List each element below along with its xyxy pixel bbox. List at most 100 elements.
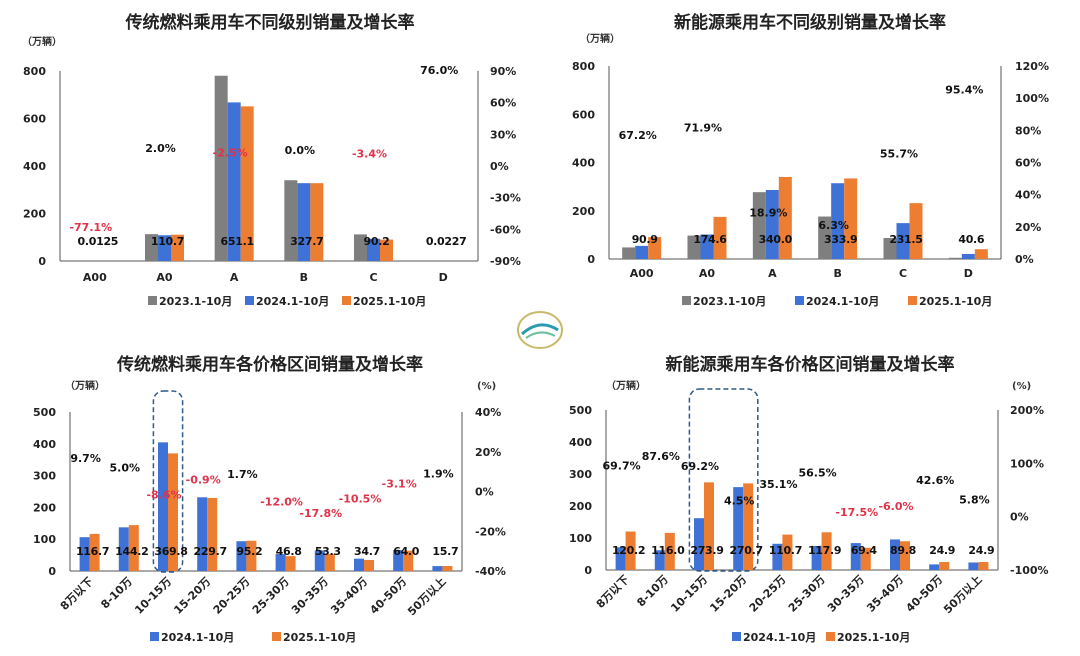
bar	[367, 238, 380, 261]
x-tick-label: 40-50万	[367, 575, 409, 617]
legend-swatch	[150, 632, 159, 641]
growth-label: 95.4%	[945, 84, 983, 97]
legend-item[interactable]: 2023.1-10月	[148, 295, 232, 308]
chart-2: 新能源乘用车不同级别销量及增长率 （万辆） 0 200 400 600 800 0% 20% 40…	[572, 12, 1049, 308]
growth-label: 87.6%	[642, 450, 680, 463]
y2-tick-label: -90%	[490, 255, 521, 268]
data-label: 110.7	[151, 235, 184, 248]
bar	[236, 541, 247, 571]
legend-label: 2023.1-10月	[693, 295, 766, 308]
y-tick-label: 500	[569, 404, 592, 417]
x-tick-label: A	[230, 271, 239, 284]
legend-item[interactable]: 2024.1-10月	[795, 295, 879, 308]
legend-item[interactable]: 2025.1-10月	[826, 631, 910, 644]
chart-1: 传统燃料乘用车不同级别销量及增长率 （万辆） 0 200 400 600 800 -90% -6…	[22, 12, 521, 308]
legend-swatch	[732, 632, 741, 641]
x-tick-label: A0	[699, 267, 716, 280]
y2-tick-label: 40%	[1015, 189, 1041, 202]
y-tick-label: 400	[572, 157, 595, 170]
data-label: 90.2	[364, 235, 390, 248]
bar	[978, 562, 989, 570]
y-tick-label: 200	[23, 208, 46, 221]
chart-title: 新能源乘用车不同级别销量及增长率	[674, 12, 946, 33]
legend-item[interactable]: 2024.1-10月	[732, 631, 816, 644]
legend-item[interactable]: 2025.1-10月	[908, 295, 992, 308]
x-tick-label: 10-15万	[132, 575, 174, 617]
legend-swatch	[342, 296, 351, 305]
x-tick-label: 20-25万	[747, 573, 789, 615]
x-tick-label: 25-30万	[250, 575, 292, 617]
bar	[168, 453, 178, 571]
growth-label: 71.9%	[684, 121, 722, 134]
y2-tick-label: -30%	[490, 192, 521, 205]
bar	[687, 235, 701, 259]
bar	[883, 238, 897, 259]
x-tick-label: A0	[156, 271, 173, 284]
data-label: 333.9	[824, 233, 857, 246]
y-tick-label: 100	[569, 532, 592, 545]
data-label: 53.3	[315, 545, 341, 558]
data-label: 231.5	[889, 233, 922, 246]
legend-label: 2024.1-10月	[161, 631, 234, 644]
growth-label: -2.5%	[213, 147, 248, 160]
bar	[314, 550, 325, 571]
growth-label: -6.0%	[878, 500, 913, 513]
x-tick-label: B	[300, 271, 308, 284]
data-label: 40.6	[958, 233, 985, 246]
data-label: 69.4	[851, 544, 878, 557]
bar	[240, 106, 254, 262]
growth-label: 4.5%	[724, 494, 755, 507]
bar	[713, 216, 727, 259]
legend-item[interactable]: 2024.1-10月	[245, 295, 329, 308]
data-label: 327.7	[290, 235, 323, 248]
bar	[403, 550, 414, 571]
bar	[654, 550, 665, 570]
data-label: 270.7	[730, 544, 763, 557]
bar	[246, 540, 257, 571]
y-tick-label: 0	[38, 255, 46, 268]
growth-label: 76.0%	[420, 64, 458, 77]
y-tick-label: 200	[33, 501, 56, 514]
data-label: 95.2	[236, 545, 262, 558]
growth-label: 6.3%	[818, 219, 849, 232]
y2-tick-label: 0%	[1015, 253, 1034, 266]
x-tick-label: B	[833, 267, 841, 280]
bar	[432, 566, 443, 571]
bar	[324, 554, 335, 571]
x-tick-label: 35-40万	[864, 573, 906, 615]
y-tick-label: 300	[569, 468, 592, 481]
bar	[765, 190, 779, 259]
x-tick-label: D	[439, 271, 448, 284]
legend-item[interactable]: 2025.1-10月	[272, 631, 356, 644]
y2-tick-label: 60%	[490, 97, 516, 110]
data-label: 110.7	[769, 544, 802, 557]
growth-label: 56.5%	[799, 467, 837, 480]
x-tick-label: 8-10万	[98, 575, 134, 611]
y2-tick-label: 20%	[475, 446, 501, 459]
x-tick-label: 10-15万	[668, 573, 710, 615]
growth-label: -8.6%	[146, 489, 181, 502]
bar	[929, 564, 940, 570]
legend-swatch	[908, 296, 917, 305]
bar	[625, 531, 636, 570]
y2-tick-label: -40%	[475, 565, 506, 578]
y2-tick-label: 0%	[1010, 511, 1029, 524]
x-tick-label: 8万以下	[58, 575, 96, 613]
y-tick-label: 300	[33, 470, 56, 483]
legend-item[interactable]: 2025.1-10月	[342, 295, 426, 308]
y2-tick-label: 80%	[1015, 124, 1041, 137]
y2-tick-label: 0%	[490, 160, 509, 173]
legend-item[interactable]: 2023.1-10月	[682, 295, 766, 308]
y2-axis-unit: (%)	[477, 381, 496, 392]
y-tick-label: 0	[587, 253, 595, 266]
y2-tick-label: 40%	[475, 406, 501, 419]
growth-label: 35.1%	[759, 478, 797, 491]
bar	[694, 518, 704, 570]
y2-tick-label: 60%	[1015, 157, 1041, 170]
legend-item[interactable]: 2024.1-10月	[150, 631, 234, 644]
data-label: 15.7	[432, 545, 458, 558]
legend-label: 2024.1-10月	[806, 295, 879, 308]
legend-label: 2025.1-10月	[283, 631, 356, 644]
growth-label: 69.7%	[603, 459, 641, 472]
